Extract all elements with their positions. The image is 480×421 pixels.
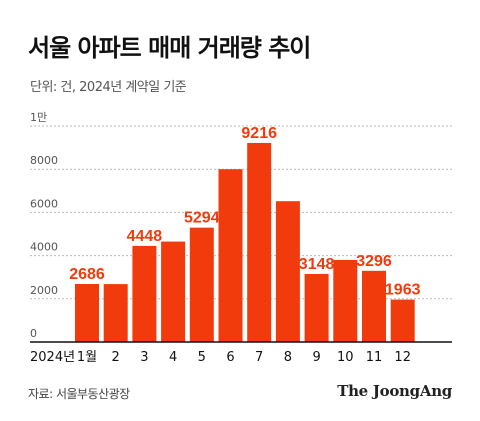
bar — [189, 227, 214, 342]
x-tick-label: 3 — [140, 350, 148, 365]
data-label: 3148 — [299, 256, 335, 273]
y-tick-label: 8000 — [30, 154, 58, 167]
bar — [304, 274, 329, 342]
data-label: 9216 — [241, 125, 277, 142]
data-label: 1963 — [385, 282, 421, 299]
bar — [161, 241, 186, 342]
y-tick-label: 0 — [30, 327, 37, 340]
x-tick-label: 1월 — [77, 350, 97, 365]
bar — [275, 201, 300, 342]
bar — [362, 270, 386, 342]
x-tick-label: 12 — [394, 350, 411, 365]
bar — [103, 284, 128, 342]
bar — [390, 299, 415, 342]
year-label: 2024년 — [30, 350, 75, 365]
y-tick-label: 6000 — [30, 197, 58, 210]
y-tick-label: 2000 — [30, 284, 58, 297]
x-tick-label: 2 — [112, 350, 120, 365]
data-label: 4448 — [127, 228, 163, 245]
chart-subtitle: 단위: 건, 2024년 계약일 기준 — [30, 80, 187, 95]
bar — [247, 142, 272, 342]
x-tick-label: 6 — [226, 350, 234, 365]
data-label: 3296 — [356, 253, 392, 270]
x-tick-label: 10 — [337, 350, 354, 365]
bar — [333, 259, 358, 342]
data-label: 2686 — [69, 266, 105, 283]
bar — [218, 169, 243, 342]
y-tick-label: 1만 — [30, 111, 47, 124]
x-tick-label: 11 — [366, 350, 383, 365]
chart-title: 서울 아파트 매매 거래량 추이 — [28, 34, 311, 62]
x-tick-label: 4 — [169, 350, 177, 365]
x-tick-label: 8 — [284, 350, 292, 365]
data-label: 5294 — [184, 210, 220, 227]
x-tick-label: 7 — [255, 350, 263, 365]
y-tick-label: 4000 — [30, 241, 58, 254]
bar — [75, 283, 99, 342]
bar — [132, 245, 157, 342]
source-note: 자료: 서울부동산광장 — [28, 387, 130, 401]
x-tick-label: 5 — [198, 350, 206, 365]
brand-logo: The JoongAng — [337, 382, 452, 400]
x-tick-label: 9 — [312, 350, 320, 365]
